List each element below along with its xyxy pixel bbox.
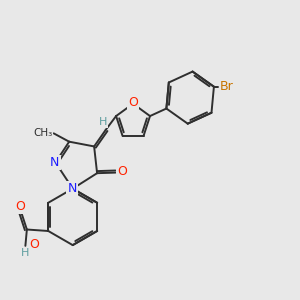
Text: H: H [99,117,107,127]
Text: N: N [68,182,77,195]
Text: N: N [50,156,60,169]
Text: Br: Br [220,80,233,93]
Text: H: H [21,248,29,258]
Text: O: O [29,238,39,251]
Text: O: O [128,96,138,109]
Text: O: O [15,200,25,213]
Text: O: O [117,166,127,178]
Text: CH₃: CH₃ [33,128,52,138]
